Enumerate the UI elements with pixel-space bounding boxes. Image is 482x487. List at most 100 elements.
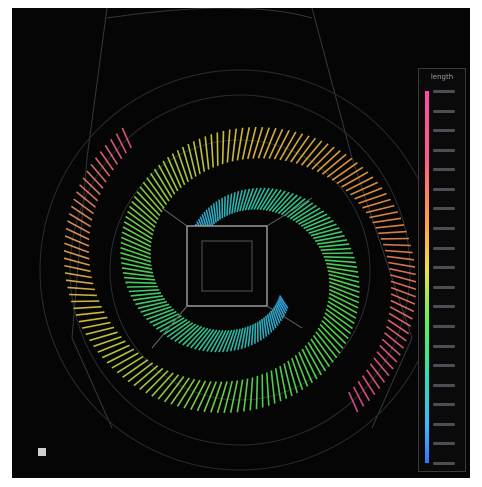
vortex-streak (305, 219, 334, 232)
vortex-streak (198, 138, 206, 172)
vortex-streak (79, 184, 99, 202)
vortex-streak (207, 207, 214, 226)
vortex-visualization[interactable] (12, 8, 470, 478)
vortex-streak (192, 141, 201, 175)
visualization-frame: length (12, 8, 470, 478)
vortex-streak (365, 204, 395, 214)
vortex-streak (284, 133, 304, 162)
vortex-streak (290, 135, 310, 163)
vortex-streak (64, 264, 91, 273)
color-legend: length (418, 68, 466, 472)
vortex-streak (152, 313, 180, 327)
vortex-streak (372, 217, 402, 224)
vortex-streak (215, 201, 219, 222)
vortex-streak (262, 188, 278, 211)
vortex-streak (229, 329, 239, 352)
vortex-streak (331, 162, 358, 181)
vortex-streak (383, 243, 411, 247)
vortex-streak (166, 320, 191, 338)
wire-line (351, 157, 413, 339)
wire-line (371, 337, 413, 429)
legend-tick-labels (433, 90, 463, 465)
vortex-streak (278, 297, 288, 312)
vortex-streak (379, 344, 398, 363)
vortex-streak (128, 205, 156, 228)
vortex-streak (389, 306, 413, 320)
vortex-streak (336, 166, 364, 185)
vortex-streak (122, 272, 154, 278)
core-square (186, 225, 268, 307)
vortex-streak (125, 215, 154, 236)
vortex-streak (157, 164, 176, 195)
vortex-streak (261, 318, 265, 339)
vortex-streak (324, 259, 356, 264)
marker-square (38, 448, 46, 456)
vortex-streak (218, 330, 230, 353)
vortex-streak (68, 213, 92, 228)
vortex-streak (263, 317, 268, 337)
vortex-streak (75, 191, 97, 208)
vortex-streak (300, 213, 328, 227)
vortex-streak (82, 177, 101, 196)
vortex-streak (354, 187, 383, 200)
vortex-streak (311, 146, 335, 170)
vortex-streak (345, 176, 374, 192)
vortex-streak (111, 352, 139, 369)
vortex-streak (75, 311, 105, 316)
vortex-streak (159, 317, 185, 333)
vortex-streak (63, 250, 90, 260)
vortex-streak (321, 153, 347, 175)
vortex-streak (329, 285, 360, 299)
vortex-streak (381, 338, 401, 356)
vortex-streak (131, 200, 158, 224)
vortex-streak (120, 241, 151, 255)
vortex-streak (307, 341, 327, 372)
vortex-streak (247, 187, 258, 211)
vortex-streak (198, 329, 215, 351)
vortex-streak (236, 127, 244, 161)
vortex-streak (241, 127, 251, 160)
vortex-streak (126, 285, 158, 288)
vortex-streak (65, 227, 90, 241)
orbit-ring (69, 94, 411, 446)
vortex-streak (390, 293, 416, 305)
vortex-streak (268, 190, 286, 212)
vortex-streak (120, 257, 152, 267)
vortex-streak (121, 267, 154, 274)
vortex-streak (106, 348, 135, 364)
vortex-streak (358, 192, 387, 205)
core-spoke (161, 207, 188, 227)
vortex-streak (216, 132, 219, 166)
vortex-streak (121, 262, 153, 270)
wire-line (86, 8, 108, 159)
vortex-streak (142, 181, 165, 209)
vortex-streak (90, 163, 107, 183)
vortex-streak (145, 370, 169, 394)
vortex-streak (149, 310, 177, 324)
vortex-streak (256, 187, 270, 210)
vortex-streak (78, 316, 108, 323)
vortex-streak (120, 246, 152, 259)
vortex-streak (247, 126, 257, 160)
vortex-streak (133, 195, 159, 220)
vortex-streak (268, 312, 275, 331)
vortex-streak (292, 204, 317, 222)
vortex-streak (378, 230, 407, 235)
vortex-streak (210, 134, 214, 168)
vortex-streak (275, 303, 284, 319)
vortex-streak (206, 329, 221, 352)
vortex-streak (183, 379, 201, 409)
vortex-streak (143, 306, 172, 317)
vortex-streak (231, 192, 236, 214)
vortex-streak (176, 378, 196, 407)
vortex-streak (94, 157, 111, 177)
vortex-streak (301, 348, 318, 380)
vortex-streak (328, 277, 360, 288)
vortex-streak (274, 368, 282, 402)
vortex-streak (277, 299, 287, 314)
vortex-streak (312, 334, 334, 363)
vortex-streak (194, 328, 212, 350)
legend-tick (433, 324, 455, 328)
vortex-streak (120, 252, 152, 263)
vortex-streak (236, 190, 243, 213)
